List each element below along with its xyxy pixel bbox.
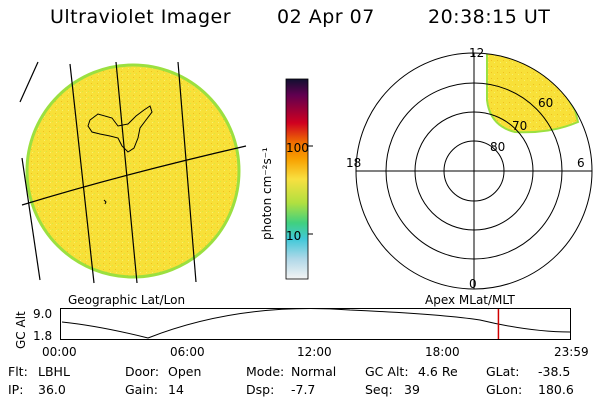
time-tick-1800: 18:00 xyxy=(425,345,460,359)
door-value: Open xyxy=(168,364,202,379)
glat-key: GLat: xyxy=(486,364,520,379)
geographic-grid xyxy=(19,61,247,284)
time-label: 20:38:15 UT xyxy=(428,6,551,28)
glon-value: 180.6 xyxy=(538,382,574,397)
date-label: 02 Apr 07 xyxy=(277,6,375,28)
colorbar-gradient xyxy=(285,78,309,280)
left-panel-caption: Geographic Lat/Lon xyxy=(68,293,186,307)
gain-key: Gain: xyxy=(125,382,158,397)
glat-value: -38.5 xyxy=(538,364,571,379)
mlt-label-12: 12 xyxy=(469,46,485,60)
flt-key: Flt: xyxy=(8,364,28,379)
gain-value: 14 xyxy=(168,382,184,397)
gcalt-key: GC Alt: xyxy=(365,364,409,379)
ip-value: 36.0 xyxy=(38,382,66,397)
gcalt-value: 4.6 Re xyxy=(418,364,458,379)
mlat-label-60: 60 xyxy=(538,96,554,110)
mode-key: Mode: xyxy=(246,364,285,379)
mode-value: Normal xyxy=(291,364,337,379)
door-key: Door: xyxy=(125,364,160,379)
mlt-label-18: 18 xyxy=(346,156,362,170)
altitude-curve xyxy=(61,308,571,339)
dsp-value: -7.7 xyxy=(291,382,316,397)
colorbar-tick-100: 100 xyxy=(286,141,309,155)
geographic-image xyxy=(19,61,247,284)
mlt-label-0: 0 xyxy=(469,277,477,291)
glon-key: GLon: xyxy=(486,382,523,397)
colorbar-unit-label: photon cm⁻²s⁻¹ xyxy=(260,147,274,240)
seq-key: Seq: xyxy=(365,382,393,397)
dsp-key: Dsp: xyxy=(246,382,275,397)
mlt-label-6: 6 xyxy=(577,156,585,170)
flt-value: LBHL xyxy=(38,364,70,379)
ip-key: IP: xyxy=(8,382,24,397)
time-tick-0000: 00:00 xyxy=(42,345,77,359)
polar-plot xyxy=(355,52,593,290)
coastline xyxy=(87,105,153,153)
earth-disk xyxy=(25,63,241,279)
altitude-strip xyxy=(60,308,571,340)
mlat-label-70: 70 xyxy=(512,119,528,133)
colorbar xyxy=(285,78,313,280)
altitude-axis-label: GC Alt xyxy=(14,311,28,349)
mlat-label-80: 80 xyxy=(490,140,506,154)
instrument-title: Ultraviolet Imager xyxy=(50,6,232,28)
altitude-tick-low: 1.8 xyxy=(33,329,53,343)
polar-grid xyxy=(355,52,593,290)
auroral-image-region xyxy=(486,53,580,134)
time-tick-2359: 23:59 xyxy=(554,345,589,359)
colorbar-tick-10: 10 xyxy=(286,229,302,243)
right-panel-caption: Apex MLat/MLT xyxy=(425,293,515,307)
time-tick-0600: 06:00 xyxy=(170,345,205,359)
time-tick-1200: 12:00 xyxy=(297,345,332,359)
altitude-tick-high: 9.0 xyxy=(33,307,53,321)
seq-value: 39 xyxy=(404,382,420,397)
